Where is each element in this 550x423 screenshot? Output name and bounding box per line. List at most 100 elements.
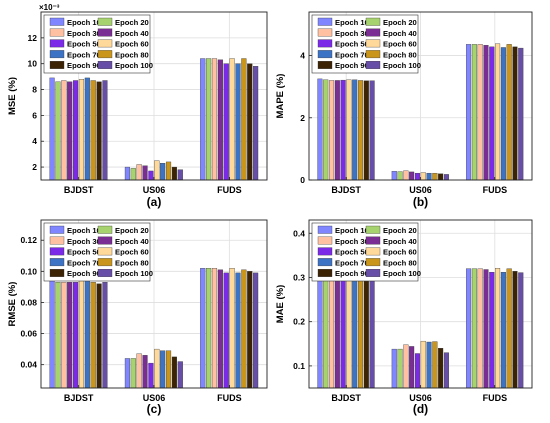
legend-entry: Epoch 20 — [115, 226, 149, 235]
bar — [78, 280, 85, 389]
legend-entry: Epoch 90 — [67, 61, 101, 70]
panel-label: (d) — [413, 402, 428, 416]
legend-entry: Epoch 10 — [67, 18, 101, 27]
bar — [432, 172, 438, 181]
x-tick-label: US06 — [143, 393, 166, 403]
legend-entry: Epoch 80 — [383, 258, 417, 267]
bar — [148, 362, 154, 389]
bar — [229, 268, 235, 389]
legend-entry: Epoch 40 — [115, 29, 149, 38]
bar — [369, 279, 375, 389]
bar — [346, 79, 352, 181]
y-tick-label: 0 — [300, 175, 305, 185]
bar — [130, 358, 136, 389]
legend-swatch — [317, 50, 333, 59]
y-tick-label: 6 — [32, 110, 37, 120]
legend-entry: Epoch 70 — [67, 258, 101, 267]
bar — [357, 80, 364, 181]
panel-label: (b) — [413, 195, 428, 209]
legend-swatch — [317, 258, 333, 267]
bar — [78, 79, 85, 181]
legend-swatch — [365, 258, 381, 267]
y-tick-label: 4 — [300, 51, 305, 61]
chart-panel-b: BJDST US06 FUDS 0 2 4 MAPE (%) (b) Epoch 10 Epoch… — [275, 11, 533, 209]
legend-swatch — [49, 236, 65, 245]
y-axis-label: MAPE (%) — [275, 74, 286, 119]
y-tick-label: 2 — [32, 162, 37, 172]
legend-entry: Epoch 20 — [383, 18, 417, 27]
legend-swatch — [49, 269, 65, 277]
x-tick-label: US06 — [409, 185, 432, 195]
bar — [443, 352, 449, 389]
y-tick-label: 0.06 — [20, 329, 37, 339]
y-axis-label: MAE (%) — [275, 285, 286, 324]
legend-swatch — [49, 17, 65, 26]
bar — [171, 356, 177, 389]
bar — [90, 282, 96, 389]
legend-entry: Epoch 40 — [383, 29, 417, 38]
bar — [397, 348, 403, 389]
bar — [55, 81, 61, 181]
bar — [495, 268, 501, 389]
y-tick-label: 0.4 — [293, 228, 305, 238]
bar — [438, 173, 444, 181]
bar — [409, 346, 415, 389]
x-tick-label: US06 — [409, 393, 432, 403]
bar — [477, 44, 483, 181]
bar — [340, 279, 346, 389]
legend-entry: Epoch 90 — [67, 269, 101, 278]
bar — [466, 268, 472, 389]
bar — [142, 355, 148, 389]
legend-swatch — [97, 225, 113, 234]
legend-swatch — [49, 247, 65, 256]
x-tick-label: FUDS — [217, 185, 242, 195]
bar — [136, 353, 142, 389]
legend-swatch — [97, 236, 113, 245]
legend-swatch — [365, 269, 381, 277]
legend-entry: Epoch 60 — [383, 248, 417, 257]
bar — [334, 279, 340, 389]
y-axis-label: MSE (%) — [7, 77, 18, 115]
panel-label: (c) — [147, 402, 162, 416]
legend-swatch — [317, 39, 333, 48]
legend-entry: Epoch 60 — [115, 40, 149, 49]
bar — [253, 272, 259, 389]
bar — [471, 268, 477, 389]
legend-swatch — [317, 28, 333, 37]
legend-entry: Epoch 30 — [335, 29, 369, 38]
legend-entry: Epoch 60 — [383, 40, 417, 49]
bar — [397, 171, 403, 181]
bar — [247, 271, 253, 389]
y-tick-label: 0.2 — [293, 317, 305, 327]
bar — [466, 44, 472, 181]
bar — [471, 44, 477, 181]
y-tick-label: 12 — [28, 33, 38, 43]
chart-panel-d: BJDST US06 FUDS 0.1 0.2 0.3 0.4 MAE (%) (d) Epoch… — [275, 219, 533, 416]
legend-swatch — [97, 28, 113, 37]
legend-swatch — [49, 50, 65, 59]
legend-entry: Epoch 80 — [383, 50, 417, 59]
x-tick-label: BJDST — [64, 185, 94, 195]
bar — [148, 170, 154, 181]
y-axis-label: RMSE (%) — [7, 282, 18, 327]
bar — [136, 164, 142, 181]
legend-entry: Epoch 30 — [335, 237, 369, 246]
legend-swatch — [365, 17, 381, 26]
bar — [500, 47, 506, 181]
bar — [67, 81, 73, 181]
chart-panel-a: BJDST US06 FUDS 2 4 6 8 10 12 ×10⁻³ MSE (%) (a) Epoc… — [7, 3, 268, 209]
legend-swatch — [49, 258, 65, 267]
bar — [512, 46, 518, 181]
bar — [489, 271, 495, 389]
bar — [432, 341, 438, 389]
legend-entry: Epoch 30 — [67, 29, 101, 38]
bar — [130, 168, 136, 181]
chart-panel-c: BJDST US06 FUDS 0.04 0.06 0.08 0.10 0.12 RMSE (%… — [7, 219, 268, 416]
bar — [206, 58, 212, 181]
legend-entry: Epoch 50 — [335, 248, 369, 257]
legend-swatch — [317, 269, 333, 277]
bar — [200, 58, 206, 181]
y-tick-label: 0.10 — [20, 266, 37, 276]
y-tick-label: 4 — [32, 136, 37, 146]
